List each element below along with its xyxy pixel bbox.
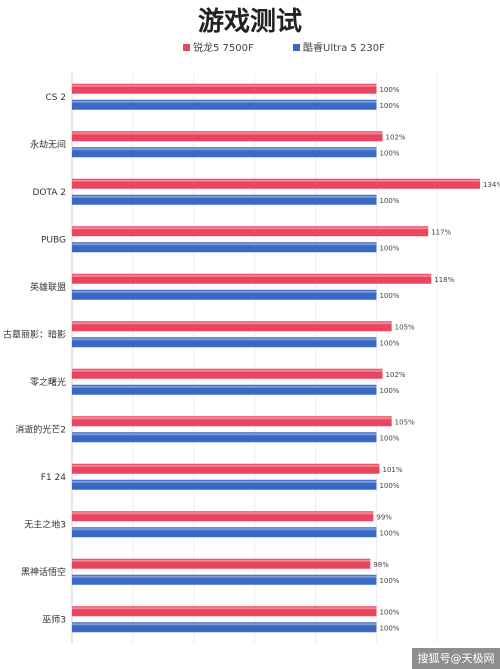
legend-label-1: 酷睿Ultra 5 230F <box>303 41 385 54</box>
value-label-series-1: 100% <box>379 577 399 585</box>
category-label: PUBG <box>41 235 66 245</box>
watermark: 搜狐号@天极网 <box>418 651 495 665</box>
bar-highlight <box>72 369 383 372</box>
value-label-series-1: 100% <box>379 434 399 442</box>
bar-series-0 <box>72 273 432 284</box>
value-label-series-1: 100% <box>379 624 399 632</box>
bar-highlight <box>72 417 392 420</box>
bar-series-0 <box>72 606 377 617</box>
value-label-series-1: 100% <box>379 244 399 252</box>
bar-highlight <box>72 385 377 388</box>
value-label-series-0: 134% <box>483 181 500 189</box>
value-label-series-1: 100% <box>379 387 399 395</box>
bar-series-0 <box>72 83 377 94</box>
bar-series-1 <box>72 527 377 538</box>
bar-series-0 <box>72 416 392 427</box>
bar-series-0 <box>72 178 480 189</box>
value-label-series-0: 101% <box>382 466 402 474</box>
category-label: 英雄联盟 <box>30 281 66 293</box>
bar-series-1 <box>72 432 377 443</box>
category-label: 永劫无间 <box>30 138 66 150</box>
category-label: CS 2 <box>45 93 66 103</box>
bar-series-0 <box>72 226 429 237</box>
value-label-series-1: 100% <box>379 529 399 537</box>
bar-highlight <box>72 480 377 483</box>
legend-label-0: 锐龙5 7500F <box>193 41 254 54</box>
bar-highlight <box>72 148 377 151</box>
bar-highlight <box>72 243 377 246</box>
bar-series-0 <box>72 463 380 474</box>
bar-highlight <box>72 290 377 293</box>
category-label: 黑神话悟空 <box>21 566 66 578</box>
bar-highlight <box>72 575 377 578</box>
bar-series-1 <box>72 574 377 585</box>
value-label-series-0: 105% <box>395 323 415 331</box>
category-label: 消逝的光芒2 <box>15 423 66 435</box>
bar-series-0 <box>72 321 392 332</box>
value-label-series-0: 105% <box>395 418 415 426</box>
value-label-series-0: 118% <box>434 276 454 284</box>
value-label-series-0: 98% <box>373 561 389 569</box>
value-label-series-0: 102% <box>386 133 406 141</box>
bar-highlight <box>72 274 432 277</box>
value-label-series-0: 100% <box>379 608 399 616</box>
bar-series-1 <box>72 622 377 633</box>
bar-highlight <box>72 559 371 562</box>
value-label-series-0: 100% <box>379 86 399 94</box>
value-label-series-1: 100% <box>379 197 399 205</box>
legend-swatch-1 <box>293 44 300 51</box>
value-label-series-1: 100% <box>379 339 399 347</box>
bar-series-1 <box>72 384 377 395</box>
value-label-series-1: 100% <box>379 482 399 490</box>
bar-highlight <box>72 195 377 198</box>
legend-swatch-0 <box>183 44 190 51</box>
bar-series-1 <box>72 479 377 490</box>
bar-series-1 <box>72 147 377 158</box>
bar-series-0 <box>72 131 383 142</box>
watermark-background <box>412 648 500 669</box>
bar-highlight <box>72 607 377 610</box>
chart-title: 游戏测试 <box>198 7 302 37</box>
legend: 锐龙5 7500F 酷睿Ultra 5 230F <box>183 41 385 54</box>
bar-highlight <box>72 512 374 515</box>
bar-highlight <box>72 464 380 467</box>
category-label: 零之曙光 <box>30 376 66 388</box>
bar-series-1 <box>72 242 377 253</box>
category-label: DOTA 2 <box>32 188 66 198</box>
value-label-series-1: 100% <box>379 292 399 300</box>
category-label: F1 24 <box>41 473 66 483</box>
bars <box>72 83 480 633</box>
value-label-series-0: 99% <box>376 513 392 521</box>
category-label: 古墓丽影：暗影 <box>3 328 66 340</box>
bar-highlight <box>72 528 377 531</box>
value-label-series-1: 100% <box>379 102 399 110</box>
bar-series-0 <box>72 558 371 569</box>
bar-series-1 <box>72 289 377 300</box>
bar-highlight <box>72 84 377 87</box>
bar-highlight <box>72 179 480 182</box>
category-label: 无主之地3 <box>24 518 66 530</box>
bar-series-0 <box>72 511 374 522</box>
category-label: 巫师3 <box>42 613 66 625</box>
value-labels: 100% 100% 102% 100% 134% 100% 117% 100% 118% 100%… <box>373 86 500 633</box>
bar-series-0 <box>72 368 383 379</box>
bar-highlight <box>72 433 377 436</box>
bar-series-1 <box>72 337 377 348</box>
bar-series-1 <box>72 194 377 205</box>
value-label-series-0: 102% <box>386 371 406 379</box>
value-label-series-0: 117% <box>431 228 451 236</box>
gridlines <box>132 73 438 643</box>
bar-highlight <box>72 132 383 135</box>
value-label-series-1: 100% <box>379 149 399 157</box>
bar-highlight <box>72 322 392 325</box>
bar-highlight <box>72 100 377 103</box>
bar-highlight <box>72 338 377 341</box>
bar-highlight <box>72 227 429 230</box>
bar-highlight <box>72 623 377 626</box>
bar-series-1 <box>72 99 377 110</box>
